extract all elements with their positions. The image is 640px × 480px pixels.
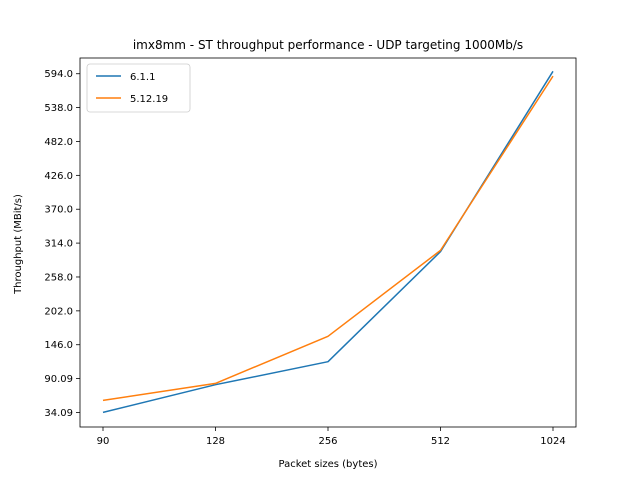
y-tick-label: 314.0 [44, 239, 73, 250]
y-tick-label: 146.0 [44, 340, 73, 351]
y-axis-label: Throughput (MBit/s) [13, 194, 24, 295]
y-tick-label: 202.0 [44, 306, 73, 317]
x-tick-label: 1024 [540, 436, 565, 447]
legend-label-1: 5.12.19 [130, 94, 168, 105]
x-tick-label: 128 [206, 436, 225, 447]
y-tick-label: 370.0 [44, 205, 73, 216]
y-tick-label: 594.0 [44, 69, 73, 80]
legend-label-0: 6.1.1 [130, 72, 155, 83]
series-line-1 [102, 75, 554, 402]
y-tick-label: 482.0 [44, 137, 73, 148]
y-tick-label: 90.09 [44, 374, 73, 385]
x-tick-label: 90 [97, 436, 110, 447]
y-tick-label: 426.0 [44, 171, 73, 182]
y-tick-label: 538.0 [44, 103, 73, 114]
plot-area: 90 128 256 512 1024 34.09 90.09 146.0 202.0 258.0… [44, 57, 577, 447]
y-tick-label: 34.09 [44, 408, 73, 419]
y-tick-label: 258.0 [44, 272, 73, 283]
x-tick-label: 512 [431, 436, 450, 447]
chart-title: imx8mm - ST throughput performance - UDP… [133, 38, 523, 52]
x-tick-label: 256 [318, 436, 337, 447]
x-axis-label: Packet sizes (bytes) [278, 459, 377, 470]
